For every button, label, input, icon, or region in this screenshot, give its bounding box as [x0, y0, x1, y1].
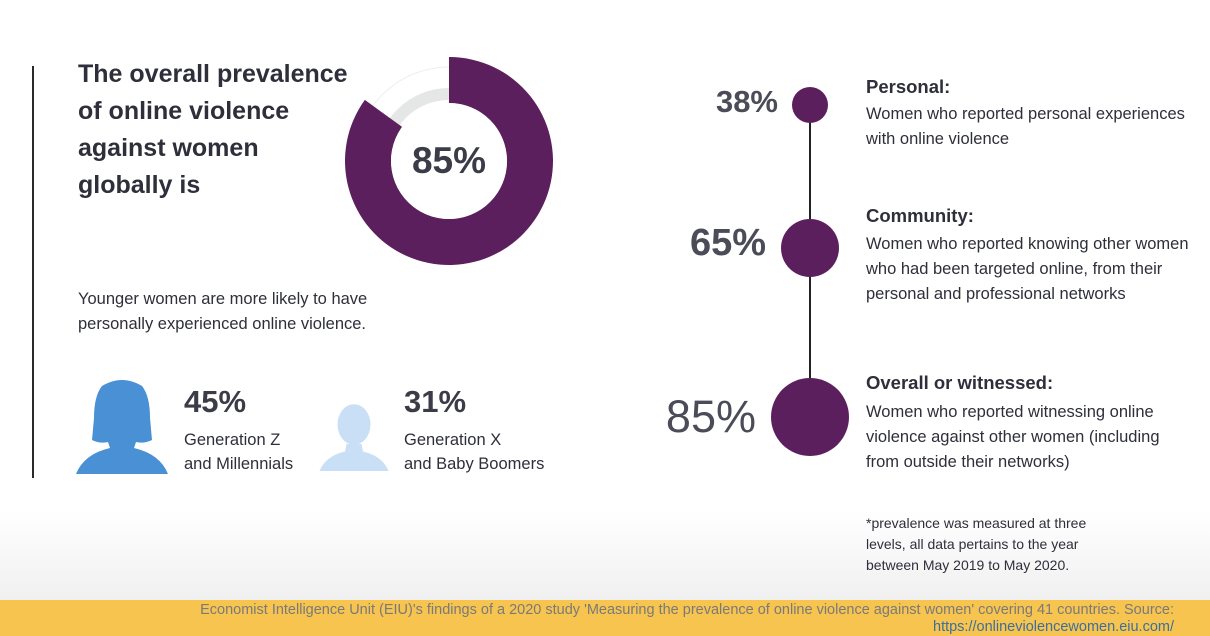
- donut-value-arc: [345, 57, 553, 265]
- level-personal-percent: 38%: [715, 84, 778, 119]
- level-personal-title: Personal:: [866, 76, 951, 97]
- generation-z-stat: 45% Generation Z and Millennials: [74, 378, 324, 478]
- generation-x-stat: 31% Generation X and Baby Boomers: [318, 384, 568, 486]
- level-community-dot: [781, 219, 839, 277]
- donut-svg: [345, 57, 553, 265]
- headline: The overall prevalence of online violenc…: [78, 60, 348, 199]
- level-community-description: Women who reported knowing other women w…: [866, 235, 1189, 303]
- donut-percentage-label: 85%: [411, 140, 487, 181]
- level-overall-title: Overall or witnessed:: [866, 372, 1054, 393]
- level-overall-percent: 85%: [665, 391, 756, 442]
- footnote: *prevalence was measured at three levels…: [866, 515, 1087, 573]
- infographic-card: The overall prevalence of online violenc…: [0, 0, 1210, 600]
- source-footer: Economist Intelligence Unit (EIU)'s find…: [0, 600, 1210, 636]
- generation-z-label-2: and Millennials: [184, 455, 294, 473]
- source-text: Economist Intelligence Unit (EIU)'s find…: [40, 602, 1174, 636]
- overall-donut-chart: 85%: [338, 50, 560, 272]
- intro-text: Younger women are more likely to have pe…: [78, 290, 368, 333]
- level-personal-description: Women who reported personal experiences …: [866, 105, 1185, 148]
- left-accent-bar: [32, 66, 34, 478]
- donut-center: [391, 103, 507, 219]
- generation-z-percent: 45%: [184, 384, 247, 419]
- generation-z-label: Generation Z: [184, 431, 281, 449]
- generation-x-label-2: and Baby Boomers: [404, 455, 545, 473]
- level-personal-dot: [792, 87, 828, 123]
- level-community-title: Community:: [866, 205, 974, 226]
- woman-silhouette-icon: [76, 380, 168, 474]
- source-description: Economist Intelligence Unit (EIU)'s find…: [200, 602, 1174, 618]
- generation-x-label: Generation X: [404, 431, 502, 449]
- source-link[interactable]: https://onlineviolencewomen.eiu.com/: [933, 619, 1174, 635]
- level-overall-dot: [771, 378, 849, 456]
- level-community-percent: 65%: [689, 222, 766, 264]
- woman-silhouette-icon: [319, 404, 389, 471]
- prevalence-levels-timeline: 38% Personal: Women who reported persona…: [665, 76, 1189, 573]
- level-overall-description: Women who reported witnessing online vio…: [866, 403, 1160, 471]
- generation-x-percent: 31%: [404, 384, 467, 419]
